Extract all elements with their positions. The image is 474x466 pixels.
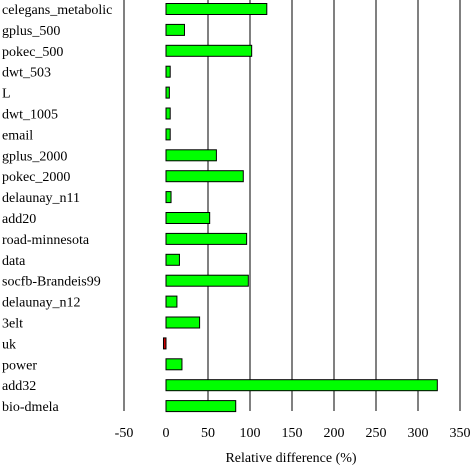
- category-labels: celegans_metabolic gplus_500 pokec_500 dwt_…: [2, 3, 112, 415]
- bar-13: [165, 274, 249, 287]
- x-tick-labels: -50 0 50 100 150 200 250 300 350: [115, 426, 471, 441]
- x-tick-label-4: 150: [282, 426, 303, 441]
- category-label-9: delaunay_n11: [2, 191, 80, 206]
- x-tick-label-5: 200: [324, 426, 345, 441]
- bar-10: [165, 212, 211, 224]
- bar-4: [165, 86, 170, 99]
- category-label-19: bio-dmela: [2, 400, 60, 415]
- category-label-12: data: [2, 254, 26, 269]
- x-tick-label-0: -50: [115, 426, 134, 441]
- bar-12: [165, 253, 180, 266]
- category-label-3: dwt_503: [2, 66, 51, 81]
- category-label-0: celegans_metabolic: [2, 3, 112, 18]
- bar-1: [165, 23, 185, 36]
- category-label-5: dwt_1005: [2, 108, 58, 123]
- category-label-6: email: [2, 128, 33, 143]
- category-label-15: 3elt: [2, 317, 23, 332]
- x-tick-label-8: 350: [450, 426, 471, 441]
- category-label-7: gplus_2000: [2, 149, 67, 164]
- bar-7: [165, 149, 217, 162]
- bar-3: [165, 65, 171, 78]
- x-tick-label-6: 250: [366, 426, 387, 441]
- category-label-1: gplus_500: [2, 24, 60, 39]
- bar-5: [165, 107, 171, 120]
- bar-17: [165, 358, 183, 371]
- bar-16: [162, 337, 167, 350]
- category-label-13: socfb-Brandeis99: [2, 275, 101, 290]
- bar-6: [165, 128, 171, 141]
- bar-2: [165, 44, 253, 57]
- category-label-18: add32: [2, 379, 36, 394]
- x-tick-label-2: 50: [201, 426, 215, 441]
- x-tick-label-1: 0: [163, 426, 170, 441]
- category-label-14: delaunay_n12: [2, 296, 81, 311]
- bar-11: [165, 232, 248, 245]
- category-label-11: road-minnesota: [2, 233, 90, 248]
- bar-9: [165, 191, 172, 204]
- bar-14: [165, 295, 178, 308]
- category-label-8: pokec_2000: [2, 170, 70, 185]
- category-label-2: pokec_500: [2, 45, 63, 60]
- bar-19: [165, 400, 237, 413]
- category-label-16: uk: [2, 337, 16, 352]
- category-label-10: add20: [2, 212, 36, 227]
- x-tick-label-3: 100: [240, 426, 261, 441]
- category-label-17: power: [2, 358, 37, 373]
- bar-0: [165, 3, 268, 15]
- bars: [162, 3, 438, 413]
- bar-8: [165, 170, 244, 183]
- bar-18: [165, 379, 438, 392]
- bar-15: [165, 316, 201, 329]
- x-tick-label-7: 300: [408, 426, 429, 441]
- grid-lines: [123, 0, 461, 411]
- category-label-4: L: [2, 87, 11, 102]
- x-axis-label: Relative difference (%): [225, 451, 356, 466]
